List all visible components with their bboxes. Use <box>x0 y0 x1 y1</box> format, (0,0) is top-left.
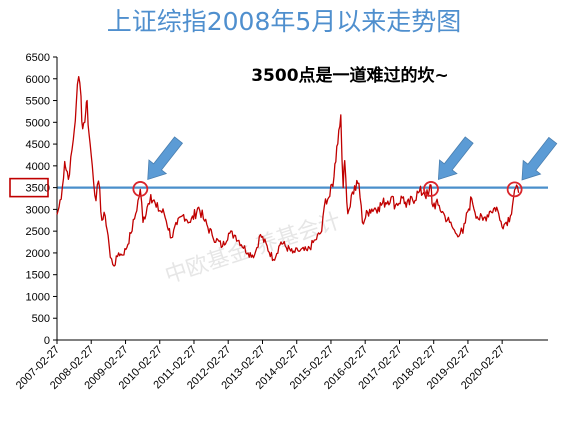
annotation-text: 3500点是一道难过的坎~ <box>251 65 449 86</box>
y-tick-label: 2500 <box>26 226 50 238</box>
arrow-shape <box>437 136 474 181</box>
y-tick-label: 4000 <box>26 161 50 173</box>
arrow-shape <box>147 136 184 181</box>
y-tick-label: 1000 <box>26 291 50 303</box>
arrow-shape <box>521 136 558 181</box>
y-tick-label: 1500 <box>26 270 50 282</box>
chart-title: 上证综指2008年5月以来走势图 <box>106 7 462 36</box>
y-tick-label: 500 <box>32 313 50 325</box>
y-tick-label: 4500 <box>26 139 50 151</box>
y-tick-label: 3500 <box>26 183 50 195</box>
highlight-arrow <box>521 136 558 181</box>
highlight-circle <box>132 181 149 197</box>
highlight-circle <box>423 181 439 197</box>
highlight-arrow <box>147 136 184 181</box>
y-tick-label: 5500 <box>26 96 50 108</box>
y-tick-label: 2000 <box>26 248 50 260</box>
y-tick-label: 3000 <box>26 204 50 216</box>
highlight-arrow <box>437 136 474 181</box>
y-tick-label: 5000 <box>26 117 50 129</box>
highlight-tick-box <box>9 177 49 198</box>
highlight-circle <box>506 181 523 198</box>
watermark-text: 中欧基金 养基会计 <box>162 209 344 289</box>
y-tick-label: 0 <box>44 335 50 347</box>
y-tick-label: 6500 <box>26 52 50 64</box>
index-series-line <box>56 75 520 267</box>
y-tick-label: 6000 <box>26 74 50 86</box>
